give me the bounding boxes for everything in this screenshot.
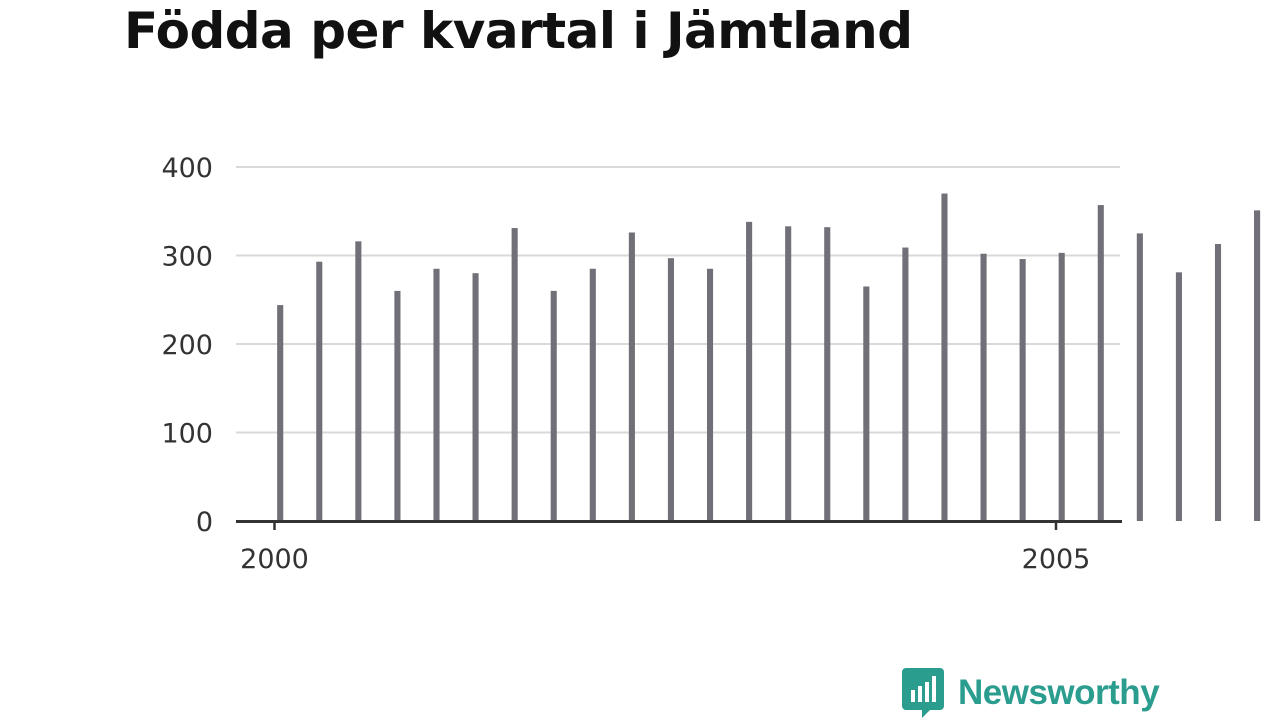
bar xyxy=(1214,244,1222,521)
bar xyxy=(628,232,635,522)
bar xyxy=(824,227,831,521)
bar xyxy=(667,258,674,521)
bar xyxy=(394,290,401,521)
bar xyxy=(863,286,870,521)
y-tick-label: 100 xyxy=(161,419,213,450)
newsworthy-logo-text: Newsworthy xyxy=(958,673,1160,712)
y-tick-label: 0 xyxy=(196,507,213,538)
y-tick-label: 200 xyxy=(161,330,213,361)
bar xyxy=(941,193,948,522)
newsworthy-logo: Newsworthy xyxy=(902,668,1160,718)
bar xyxy=(1019,259,1026,521)
x-tick-label: 2005 xyxy=(1022,544,1091,575)
bar xyxy=(550,290,557,521)
chart-title: Födda per kvartal i Jämtland xyxy=(124,2,913,60)
bar xyxy=(472,273,479,521)
bar xyxy=(433,268,440,521)
bars xyxy=(277,193,1261,522)
bar xyxy=(785,226,792,522)
bar xyxy=(355,241,362,521)
axes xyxy=(236,520,1122,530)
bar xyxy=(902,247,909,522)
newsworthy-logo-icon xyxy=(902,668,944,718)
bar xyxy=(316,261,323,521)
y-tick-label: 400 xyxy=(161,153,213,184)
bar xyxy=(1136,233,1143,522)
bar xyxy=(589,268,596,521)
x-tick-label: 2000 xyxy=(240,544,309,575)
bar xyxy=(1254,210,1261,521)
bar xyxy=(511,228,518,521)
y-tick-label: 300 xyxy=(161,242,213,273)
bar xyxy=(1097,205,1104,521)
labels: 0100200300400295200020052010201520202025 xyxy=(161,153,1091,575)
gridlines xyxy=(236,166,1120,434)
bar xyxy=(980,253,987,522)
bar xyxy=(746,221,753,521)
bar xyxy=(1175,272,1182,521)
bar xyxy=(706,268,714,521)
bar xyxy=(1058,252,1065,521)
bar xyxy=(277,305,284,521)
